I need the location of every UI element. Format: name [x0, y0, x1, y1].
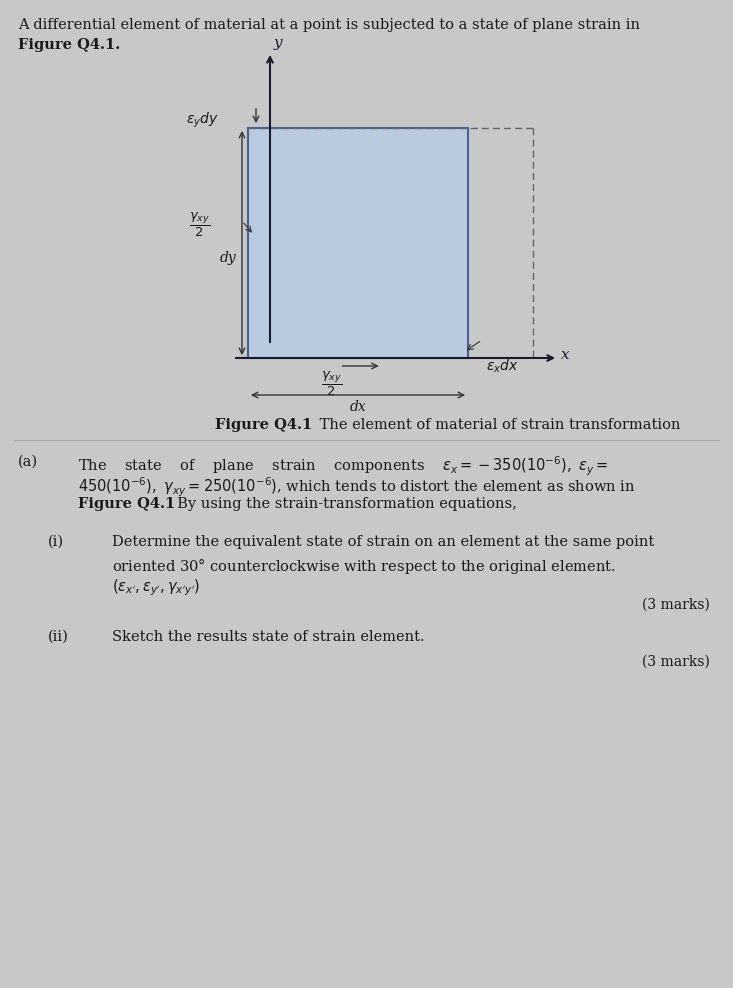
Text: (a): (a)	[18, 455, 38, 469]
Text: (i): (i)	[48, 535, 64, 549]
Text: y: y	[274, 36, 283, 50]
Bar	[248, 128, 468, 358]
Text: (3 marks): (3 marks)	[642, 655, 710, 669]
Text: Figure Q4.1.: Figure Q4.1.	[18, 38, 120, 52]
Text: . By using the strain-transformation equations,: . By using the strain-transformation equ…	[168, 497, 517, 511]
Text: $\varepsilon_y dy$: $\varepsilon_y dy$	[186, 111, 219, 129]
Text: Determine the equivalent state of strain on an element at the same point: Determine the equivalent state of strain…	[112, 535, 655, 549]
Text: Sketch the results state of strain element.: Sketch the results state of strain eleme…	[112, 630, 424, 644]
Text: $(\varepsilon_{x'}, \varepsilon_{y'}, \gamma_{x'y'})$: $(\varepsilon_{x'}, \varepsilon_{y'}, \g…	[112, 577, 200, 598]
Text: $450(10^{-6}),\ \gamma_{xy} = 250(10^{-6})$, which tends to distort the element : $450(10^{-6}),\ \gamma_{xy} = 250(10^{-6…	[78, 476, 636, 499]
Text: $\dfrac{\gamma_{xy}}{2}$: $\dfrac{\gamma_{xy}}{2}$	[189, 210, 210, 239]
Text: (3 marks): (3 marks)	[642, 598, 710, 612]
Text: Figure Q4.1: Figure Q4.1	[215, 418, 312, 432]
Text: A differential element of material at a point is subjected to a state of plane s: A differential element of material at a …	[18, 18, 640, 32]
Text: dx: dx	[350, 400, 366, 414]
Text: oriented 30$\degree$ counterclockwise with respect to the original element.: oriented 30$\degree$ counterclockwise wi…	[112, 556, 616, 576]
Text: Figure Q4.1: Figure Q4.1	[78, 497, 175, 511]
Text: $\dfrac{\gamma_{xy}}{2}$: $\dfrac{\gamma_{xy}}{2}$	[321, 370, 342, 398]
Text: The    state    of    plane    strain    components    $\varepsilon_x = -350(10^: The state of plane strain components $\v…	[78, 455, 608, 478]
Text: (ii): (ii)	[48, 630, 69, 644]
Text: $\varepsilon_x dx$: $\varepsilon_x dx$	[486, 358, 519, 374]
Text: dy: dy	[220, 251, 236, 265]
Text: x: x	[561, 348, 570, 362]
Text: The element of material of strain transformation: The element of material of strain transf…	[315, 418, 680, 432]
